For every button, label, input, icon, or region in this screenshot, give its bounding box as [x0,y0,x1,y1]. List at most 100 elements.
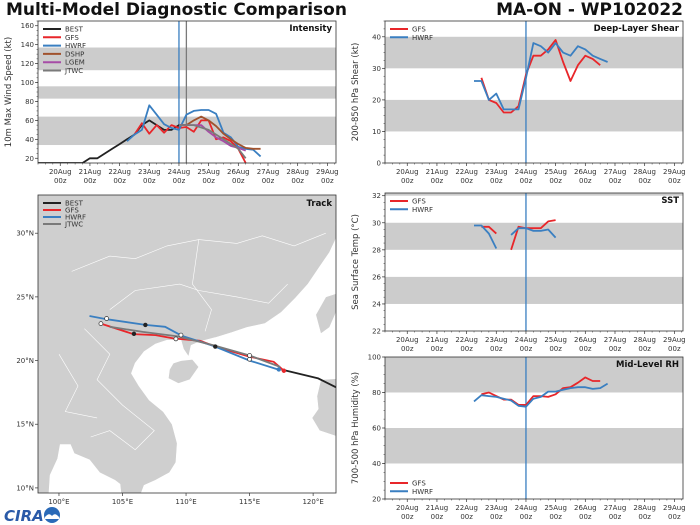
x-tick-sublabel: 00z [401,177,414,185]
admin-border [192,239,212,332]
track-marker-filled [281,368,287,373]
x-tick-sublabel: 00z [549,345,562,353]
series-jtwc-line [179,124,247,159]
x-tick-label: 27Aug [604,504,627,512]
y-tick-label: 10 [372,128,381,136]
y-tick-label: 40 [25,136,34,144]
series-dshp-line [179,115,261,150]
track-best-line [281,368,336,389]
series-gfs-line [481,219,556,251]
x-tick-sublabel: 00z [609,345,622,353]
y-axis-label: 200-850 hPa Shear (kt) [351,43,361,142]
lat-tick-label: 15°N [16,421,34,429]
x-tick-sublabel: 00z [84,177,97,185]
track-marker-open [98,321,104,326]
panel-title: Intensity [289,24,332,34]
x-tick-sublabel: 00z [579,177,592,185]
lon-tick-label: 100°E [48,498,69,506]
track-hwrf-line [89,315,281,371]
x-tick-label: 21Aug [426,168,449,176]
x-tick-label: 21Aug [426,504,449,512]
x-tick-label: 20Aug [396,336,419,344]
legend-label: BEST [65,200,84,208]
cira-logo: CIRA [4,507,60,525]
x-tick-label: 25Aug [544,504,567,512]
y-tick-label: 22 [372,328,381,336]
shaded-band [385,36,683,69]
x-tick-label: 23Aug [485,504,508,512]
x-tick-label: 24Aug [515,504,538,512]
legend-label: LGEM [65,59,85,67]
x-tick-sublabel: 00z [490,177,503,185]
x-tick-sublabel: 00z [460,345,473,353]
x-tick-label: 26Aug [574,504,597,512]
legend-label: HWRF [412,488,433,496]
legend-label: BEST [65,26,84,34]
x-tick-sublabel: 00z [668,177,681,185]
panel-title: Deep-Layer Shear [594,24,680,34]
x-tick-label: 25Aug [197,168,220,176]
x-tick-label: 20Aug [396,168,419,176]
x-tick-label: 28Aug [633,336,656,344]
x-tick-label: 26Aug [574,336,597,344]
lat-tick-label: 30°N [16,230,34,238]
x-tick-sublabel: 00z [291,177,304,185]
svg-text:CIRA: CIRA [4,507,44,525]
x-tick-label: 22Aug [455,168,478,176]
y-tick-label: 26 [372,273,381,281]
track-jtwc-line [109,325,281,368]
shaded-band [385,99,683,132]
legend-label: JTWC [64,221,83,229]
x-tick-label: 24Aug [515,336,538,344]
x-tick-label: 28Aug [286,168,309,176]
x-tick-label: 23Aug [485,168,508,176]
x-tick-sublabel: 00z [579,345,592,353]
y-tick-label: 20 [372,96,381,104]
y-tick-label: 32 [372,192,381,200]
x-tick-sublabel: 00z [638,513,651,521]
x-tick-sublabel: 00z [173,177,186,185]
lat-tick-label: 20°N [16,357,34,365]
x-tick-label: 26Aug [227,168,250,176]
x-tick-sublabel: 00z [549,177,562,185]
y-tick-label: 40 [372,33,381,41]
y-tick-label: 40 [372,460,381,468]
x-tick-label: 29Aug [316,168,339,176]
lon-tick-label: 120°E [302,498,323,506]
y-tick-label: 100 [368,354,381,362]
y-tick-label: 28 [372,246,381,254]
series-hwrf-line [474,224,557,249]
x-tick-sublabel: 00z [609,177,622,185]
y-tick-label: 30 [372,65,381,73]
x-tick-label: 28Aug [633,168,656,176]
x-tick-sublabel: 00z [460,513,473,521]
y-tick-label: 60 [25,117,34,125]
x-tick-label: 27Aug [604,168,627,176]
x-tick-label: 21Aug [79,168,102,176]
x-tick-label: 28Aug [633,504,656,512]
land-hainan [167,358,200,384]
y-tick-label: 160 [21,22,34,30]
shaded-band [385,428,683,464]
admin-border [58,354,98,419]
x-tick-sublabel: 00z [638,177,651,185]
lon-tick-label: 105°E [112,498,133,506]
axes-frame [37,194,337,494]
x-tick-label: 20Aug [49,168,72,176]
panel-title: SST [661,196,679,206]
x-tick-label: 27Aug [257,168,280,176]
y-tick-label: 140 [21,41,34,49]
legend-label: JTWC [64,67,83,75]
x-tick-sublabel: 00z [401,513,414,521]
track-marker-open [173,336,179,342]
x-tick-sublabel: 00z [638,345,651,353]
y-tick-label: 120 [21,60,34,68]
x-tick-sublabel: 00z [520,177,533,185]
y-tick-label: 80 [25,98,34,106]
track-marker-open [247,356,252,362]
x-tick-label: 27Aug [604,336,627,344]
shaded-band [385,222,683,250]
x-tick-label: 21Aug [426,336,449,344]
legend-label: GFS [412,198,426,206]
land-taiwan [315,293,336,335]
